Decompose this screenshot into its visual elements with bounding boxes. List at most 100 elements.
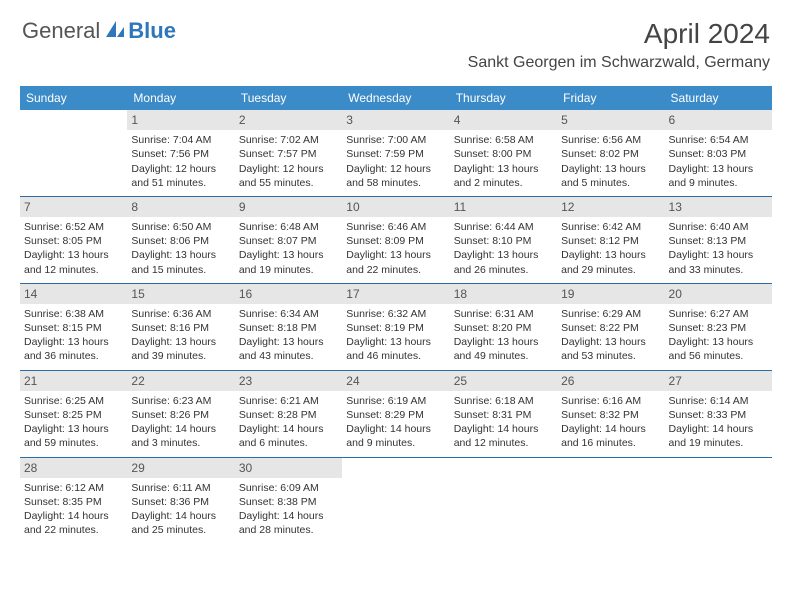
daylight-line: Daylight: 13 hours and 36 minutes. [24, 335, 123, 363]
daylight-line: Daylight: 13 hours and 56 minutes. [669, 335, 768, 363]
daylight-line: Daylight: 14 hours and 19 minutes. [669, 422, 768, 450]
logo: General Blue [22, 18, 176, 44]
day-number: 13 [665, 197, 772, 217]
sunrise-line: Sunrise: 7:02 AM [239, 133, 338, 147]
logo-text-general: General [22, 18, 100, 44]
day-number: 24 [342, 371, 449, 391]
daylight-line: Daylight: 13 hours and 12 minutes. [24, 248, 123, 276]
daylight-line: Daylight: 13 hours and 5 minutes. [561, 162, 660, 190]
calendar-cell: 25Sunrise: 6:18 AMSunset: 8:31 PMDayligh… [450, 370, 557, 457]
sunrise-line: Sunrise: 7:00 AM [346, 133, 445, 147]
day-number: 5 [557, 110, 664, 130]
sunset-line: Sunset: 8:07 PM [239, 234, 338, 248]
calendar-cell: . [20, 110, 127, 196]
sunrise-line: Sunrise: 6:23 AM [131, 394, 230, 408]
sunset-line: Sunset: 8:18 PM [239, 321, 338, 335]
daylight-line: Daylight: 13 hours and 2 minutes. [454, 162, 553, 190]
calendar-cell: 26Sunrise: 6:16 AMSunset: 8:32 PMDayligh… [557, 370, 664, 457]
calendar-cell: 8Sunrise: 6:50 AMSunset: 8:06 PMDaylight… [127, 196, 234, 283]
weekday-header: Thursday [450, 86, 557, 110]
calendar-cell: 11Sunrise: 6:44 AMSunset: 8:10 PMDayligh… [450, 196, 557, 283]
sunset-line: Sunset: 8:12 PM [561, 234, 660, 248]
sunset-line: Sunset: 8:05 PM [24, 234, 123, 248]
day-number: 18 [450, 284, 557, 304]
daylight-line: Daylight: 12 hours and 55 minutes. [239, 162, 338, 190]
calendar-cell: 16 Sunrise: 6:34 AMSunset: 8:18 PMDayligh… [235, 283, 342, 370]
sunrise-line: Sunrise: 6:38 AM [24, 307, 123, 321]
calendar-cell: 23Sunrise: 6:21 AMSunset: 8:28 PMDayligh… [235, 370, 342, 457]
calendar-cell: 6Sunrise: 6:54 AMSunset: 8:03 PMDaylight… [665, 110, 772, 196]
daylight-line: Daylight: 13 hours and 43 minutes. [239, 335, 338, 363]
calendar-cell: 20Sunrise: 6:27 AMSunset: 8:23 PMDayligh… [665, 283, 772, 370]
header: General Blue April 2024 Sankt Georgen im… [0, 0, 792, 78]
calendar-cell: 7 Sunrise: 6:52 AMSunset: 8:05 PMDaylight… [20, 196, 127, 283]
day-number: 3 [342, 110, 449, 130]
calendar-row: 7Sunrise: 6:52 AMSunset: 8:05 PMDaylight… [20, 196, 772, 283]
calendar-row: 14Sunrise: 6:38 AMSunset: 8:15 PMDayligh… [20, 283, 772, 370]
day-number: 11 [450, 197, 557, 217]
sunset-line: Sunset: 8:23 PM [669, 321, 768, 335]
sunrise-line: Sunrise: 6:11 AM [131, 481, 230, 495]
sunset-line: Sunset: 8:15 PM [24, 321, 123, 335]
daylight-line: Daylight: 13 hours and 15 minutes. [131, 248, 230, 276]
calendar-cell: . [342, 457, 449, 543]
sunset-line: Sunset: 8:09 PM [346, 234, 445, 248]
daylight-line: Daylight: 13 hours and 29 minutes. [561, 248, 660, 276]
weekday-header: Tuesday [235, 86, 342, 110]
sunrise-line: Sunrise: 6:46 AM [346, 220, 445, 234]
day-number: 15 [127, 284, 234, 304]
sunrise-line: Sunrise: 6:34 AM [239, 307, 338, 321]
day-number: 22 [127, 371, 234, 391]
daylight-line: Daylight: 13 hours and 49 minutes. [454, 335, 553, 363]
sunset-line: Sunset: 8:32 PM [561, 408, 660, 422]
sunrise-line: Sunrise: 6:44 AM [454, 220, 553, 234]
daylight-line: Daylight: 14 hours and 9 minutes. [346, 422, 445, 450]
sunrise-line: Sunrise: 6:16 AM [561, 394, 660, 408]
sunset-line: Sunset: 7:57 PM [239, 147, 338, 161]
calendar-cell: 1Sunrise: 7:04 AMSunset: 7:56 PMDaylight… [127, 110, 234, 196]
calendar-cell: 13Sunrise: 6:40 AMSunset: 8:13 PMDayligh… [665, 196, 772, 283]
calendar-cell: 15Sunrise: 6:36 AMSunset: 8:16 PMDayligh… [127, 283, 234, 370]
sunset-line: Sunset: 8:25 PM [24, 408, 123, 422]
sunrise-line: Sunrise: 6:42 AM [561, 220, 660, 234]
sunset-line: Sunset: 8:36 PM [131, 495, 230, 509]
sunrise-line: Sunrise: 6:25 AM [24, 394, 123, 408]
sunrise-line: Sunrise: 6:21 AM [239, 394, 338, 408]
calendar-cell: 9Sunrise: 6:48 AMSunset: 8:07 PMDaylight… [235, 196, 342, 283]
day-number: 16 [235, 284, 342, 304]
day-number: 20 [665, 284, 772, 304]
day-number: 7 [20, 197, 127, 217]
sunrise-line: Sunrise: 6:52 AM [24, 220, 123, 234]
daylight-line: Daylight: 13 hours and 19 minutes. [239, 248, 338, 276]
sunset-line: Sunset: 8:31 PM [454, 408, 553, 422]
sunrise-line: Sunrise: 6:29 AM [561, 307, 660, 321]
day-number: 14 [20, 284, 127, 304]
sunrise-line: Sunrise: 6:48 AM [239, 220, 338, 234]
sunset-line: Sunset: 8:20 PM [454, 321, 553, 335]
sunset-line: Sunset: 8:35 PM [24, 495, 123, 509]
sunrise-line: Sunrise: 6:40 AM [669, 220, 768, 234]
weekday-header: Monday [127, 86, 234, 110]
logo-text-blue: Blue [128, 18, 176, 44]
sunrise-line: Sunrise: 6:19 AM [346, 394, 445, 408]
sunset-line: Sunset: 8:10 PM [454, 234, 553, 248]
daylight-line: Daylight: 14 hours and 3 minutes. [131, 422, 230, 450]
day-number: 27 [665, 371, 772, 391]
day-number: 6 [665, 110, 772, 130]
calendar-cell: 2Sunrise: 7:02 AMSunset: 7:57 PMDaylight… [235, 110, 342, 196]
weekday-header: Sunday [20, 86, 127, 110]
day-number: 26 [557, 371, 664, 391]
sunset-line: Sunset: 8:38 PM [239, 495, 338, 509]
calendar-table: SundayMondayTuesdayWednesdayThursdayFrid… [20, 86, 772, 543]
calendar-cell: 28Sunrise: 6:12 AMSunset: 8:35 PMDayligh… [20, 457, 127, 543]
day-number: 29 [127, 458, 234, 478]
sunset-line: Sunset: 8:26 PM [131, 408, 230, 422]
sunrise-line: Sunrise: 6:12 AM [24, 481, 123, 495]
weekday-header: Saturday [665, 86, 772, 110]
calendar-cell: 18Sunrise: 6:31 AMSunset: 8:20 PMDayligh… [450, 283, 557, 370]
day-number: 10 [342, 197, 449, 217]
calendar-body: .1Sunrise: 7:04 AMSunset: 7:56 PMDayligh… [20, 110, 772, 543]
sunrise-line: Sunrise: 6:50 AM [131, 220, 230, 234]
calendar-cell: . [665, 457, 772, 543]
month-title: April 2024 [468, 18, 770, 50]
